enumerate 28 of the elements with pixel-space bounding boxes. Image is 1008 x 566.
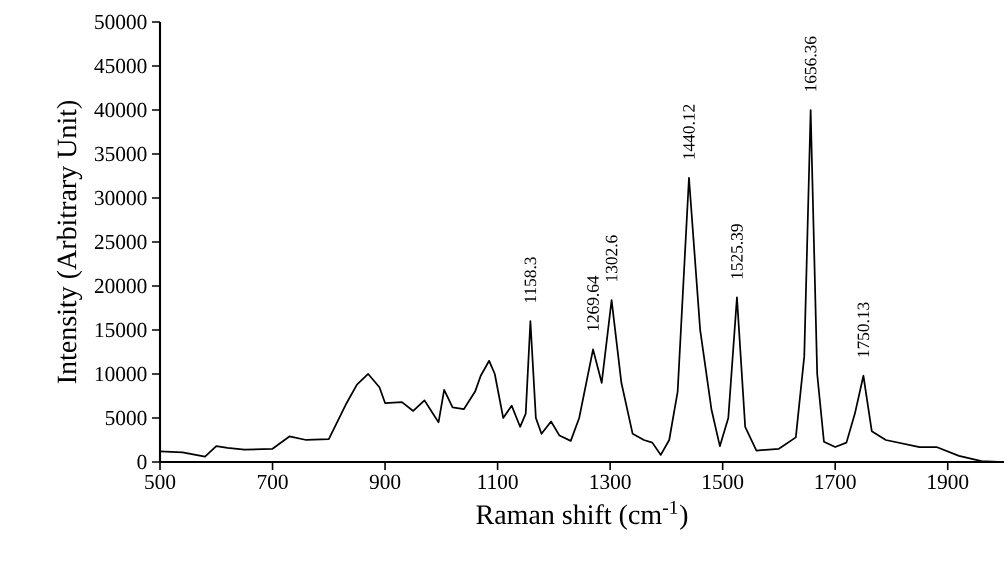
annotation: 1525.39 (731, 224, 743, 279)
annotation: 1750.13 (857, 302, 870, 357)
x-tick-label: 700 (257, 474, 288, 490)
x-tick-label: 1300 (590, 474, 631, 490)
annotation: 1302.6 (605, 235, 618, 281)
y-tick-label: 5000 (105, 410, 147, 426)
y-tick-label: 25000 (94, 234, 147, 250)
y-tick-label: 50000 (95, 14, 147, 30)
y-tick-label: 30000 (94, 190, 147, 206)
annotation: 1269.64 (587, 275, 599, 331)
y-tick-label: 20000 (94, 278, 147, 294)
x-tick-label: 1500 (703, 474, 744, 490)
x-tick-label: 1100 (478, 474, 518, 490)
annotation: 1440.12 (683, 104, 695, 159)
y-tick-label: 15000 (95, 322, 147, 338)
y-tick-label: 10000 (95, 366, 147, 382)
annotation: 1656.36 (804, 36, 817, 91)
x-tick-label: 900 (369, 474, 401, 490)
y-tick-label: 0 (137, 454, 147, 470)
x-tick-label: 1700 (815, 474, 856, 490)
y-tick-label: 35000 (94, 146, 147, 162)
y-tick-label: 40000 (94, 102, 147, 118)
x-tick-label: 1900 (928, 474, 969, 490)
annotation: 1158.3 (524, 257, 537, 303)
y-tick-label: 45000 (94, 58, 147, 74)
y-axis-title: Intensity (Arbitrary Unit) (56, 100, 83, 384)
x-tick-label: 500 (145, 474, 176, 490)
x-axis-title: Raman shift (cm$^{-1}$) (476, 500, 688, 530)
